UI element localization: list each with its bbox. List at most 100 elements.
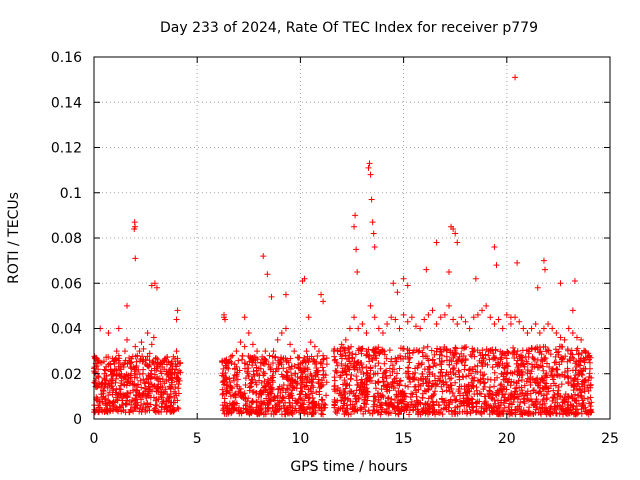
data-point [559, 410, 566, 417]
data-point [371, 398, 378, 405]
data-point [452, 344, 459, 351]
data-point [337, 392, 344, 399]
data-point [515, 366, 522, 373]
data-point [285, 404, 292, 411]
data-point [507, 320, 514, 327]
data-point [406, 359, 413, 366]
data-point [396, 365, 403, 372]
data-point [419, 406, 426, 413]
data-point [238, 409, 245, 416]
data-point [473, 403, 480, 410]
data-point [275, 365, 282, 372]
data-point [309, 395, 316, 402]
data-point [552, 399, 559, 406]
data-point [579, 383, 586, 390]
data-point [532, 406, 539, 413]
data-point [415, 410, 422, 417]
data-point [493, 262, 500, 269]
data-point [541, 379, 548, 386]
data-point [582, 348, 589, 355]
data-point [511, 355, 518, 362]
data-point [381, 351, 388, 358]
data-point [529, 345, 536, 352]
data-point [375, 378, 382, 385]
data-point [423, 353, 430, 360]
data-point [233, 381, 240, 388]
data-point [408, 390, 415, 397]
data-point [397, 377, 404, 384]
data-point [274, 336, 281, 343]
data-point [319, 364, 326, 371]
data-point [367, 171, 374, 178]
data-point [105, 354, 112, 361]
data-point [360, 410, 367, 417]
data-point [450, 316, 457, 323]
data-point [167, 385, 174, 392]
data-point [468, 400, 475, 407]
data-point [115, 371, 122, 378]
data-point [289, 377, 296, 384]
data-point [484, 376, 491, 383]
data-point [406, 411, 413, 418]
data-point [547, 351, 554, 358]
data-point [95, 374, 102, 381]
data-point [441, 311, 448, 318]
data-point [557, 280, 564, 287]
data-point [294, 354, 301, 361]
data-point [337, 374, 344, 381]
data-point [336, 387, 343, 394]
data-point [309, 406, 316, 413]
data-point [345, 344, 352, 351]
data-point [253, 364, 260, 371]
data-point [499, 408, 506, 415]
data-point [377, 404, 384, 411]
data-point [505, 349, 512, 356]
data-point [478, 359, 485, 366]
data-point [348, 388, 355, 395]
data-point [442, 373, 449, 380]
data-point [124, 394, 131, 401]
data-point [455, 356, 462, 363]
data-point [542, 373, 549, 380]
data-point [219, 359, 226, 366]
data-point [102, 408, 109, 415]
data-point [409, 349, 416, 356]
data-point [435, 402, 442, 409]
data-point [420, 380, 427, 387]
data-point [140, 345, 147, 352]
data-point [558, 371, 565, 378]
data-point [542, 343, 549, 350]
data-point [572, 391, 579, 398]
data-point [429, 307, 436, 314]
data-point [286, 399, 293, 406]
data-point [158, 389, 165, 396]
data-point [552, 346, 559, 353]
data-point [388, 314, 395, 321]
x-tick-label: 15 [395, 431, 413, 447]
data-point [162, 386, 169, 393]
data-point [493, 392, 500, 399]
data-point [450, 225, 457, 232]
ticks-layer: 0 5 10 15 20 25 0 0.02 0.04 0.06 0.08 0.1 0.12 0.14 0.… [51, 50, 619, 447]
data-point [575, 371, 582, 378]
data-point [227, 353, 234, 360]
data-point [492, 361, 499, 368]
data-point [528, 325, 535, 332]
data-point [222, 316, 229, 323]
data-point [393, 358, 400, 365]
data-point [311, 358, 318, 365]
data-point [93, 384, 100, 391]
data-point [337, 348, 344, 355]
data-point [432, 381, 439, 388]
data-point [280, 382, 287, 389]
data-point [507, 382, 514, 389]
data-point [167, 402, 174, 409]
data-point [305, 314, 312, 321]
data-point [546, 363, 553, 370]
data-point [486, 411, 493, 418]
data-point [532, 346, 539, 353]
data-point [512, 74, 519, 81]
data-point [148, 282, 155, 289]
data-point [141, 379, 148, 386]
data-point [476, 390, 483, 397]
